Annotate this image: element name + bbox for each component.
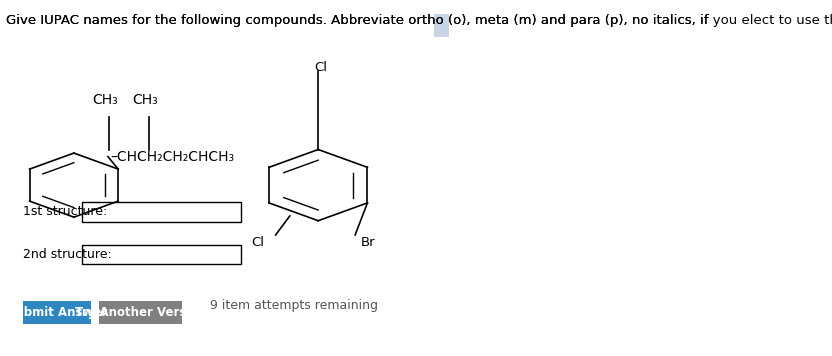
Text: 1st structure:: 1st structure: xyxy=(22,205,107,218)
FancyBboxPatch shape xyxy=(433,14,449,37)
Text: 2nd structure:: 2nd structure: xyxy=(22,248,111,261)
Text: Try Another Version: Try Another Version xyxy=(75,306,206,319)
FancyBboxPatch shape xyxy=(82,202,241,221)
Text: Submit Answer: Submit Answer xyxy=(7,306,107,319)
FancyBboxPatch shape xyxy=(100,301,182,324)
FancyBboxPatch shape xyxy=(22,301,91,324)
FancyBboxPatch shape xyxy=(82,245,241,264)
Text: Give IUPAC names for the following compounds. Abbreviate ortho (o), meta (m) and: Give IUPAC names for the following compo… xyxy=(6,14,832,27)
Text: Cl: Cl xyxy=(251,236,265,248)
Text: CH₃: CH₃ xyxy=(92,93,118,107)
Text: Br: Br xyxy=(361,236,375,248)
Text: 9 item attempts remaining: 9 item attempts remaining xyxy=(210,299,379,312)
Text: Give IUPAC names for the following compounds. Abbreviate ortho (o), meta (m) and: Give IUPAC names for the following compo… xyxy=(6,14,712,27)
Text: CH₃: CH₃ xyxy=(132,93,158,107)
Text: –CHCH₂CH₂CHCH₃: –CHCH₂CH₂CHCH₃ xyxy=(111,150,235,164)
Text: Give IUPAC names for the following compounds. Abbreviate ortho (o), meta (m) and: Give IUPAC names for the following compo… xyxy=(6,14,712,27)
Text: Cl: Cl xyxy=(314,61,328,74)
